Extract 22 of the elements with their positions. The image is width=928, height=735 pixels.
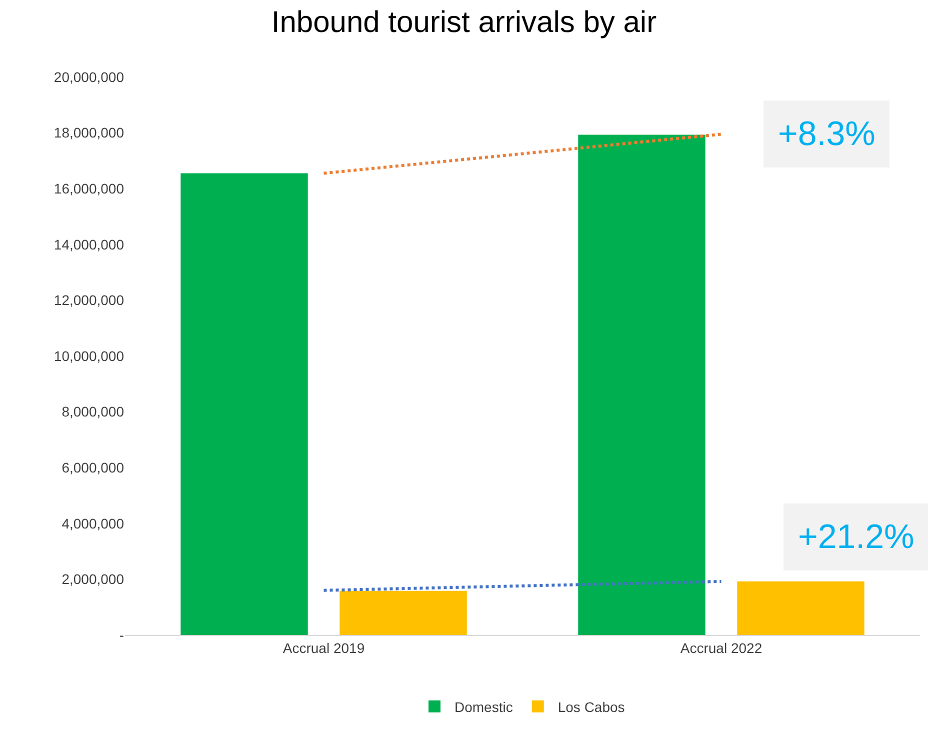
- y-tick-label: 18,000,000: [54, 124, 124, 141]
- y-tick-label: 4,000,000: [62, 515, 124, 532]
- y-tick-label: 14,000,000: [54, 236, 124, 252]
- y-tick-label: 2,000,000: [62, 571, 124, 588]
- annotation: +21.2%: [798, 518, 914, 556]
- x-tick-label: Accrual 2022: [680, 640, 762, 656]
- y-tick-label: 6,000,000: [62, 460, 124, 476]
- y-tick-label: 12,000,000: [54, 292, 124, 308]
- bar: [340, 590, 467, 635]
- y-tick-label: -: [119, 626, 124, 643]
- y-tick-label: 20,000,000: [54, 68, 124, 85]
- y-tick-label: 16,000,000: [54, 180, 124, 196]
- y-tick-label: 10,000,000: [54, 348, 124, 364]
- annotation: +8.3%: [778, 115, 876, 153]
- y-tick-label: 8,000,000: [62, 404, 124, 420]
- x-tick-label: Accrual 2019: [282, 640, 365, 656]
- legend-label: Los Cabos: [558, 698, 625, 715]
- bar: [180, 173, 308, 635]
- bar: [737, 581, 864, 635]
- chart-title: Inbound tourist arrivals by air: [271, 6, 657, 40]
- bar: [578, 134, 706, 635]
- legend-label: Domestic: [454, 698, 513, 715]
